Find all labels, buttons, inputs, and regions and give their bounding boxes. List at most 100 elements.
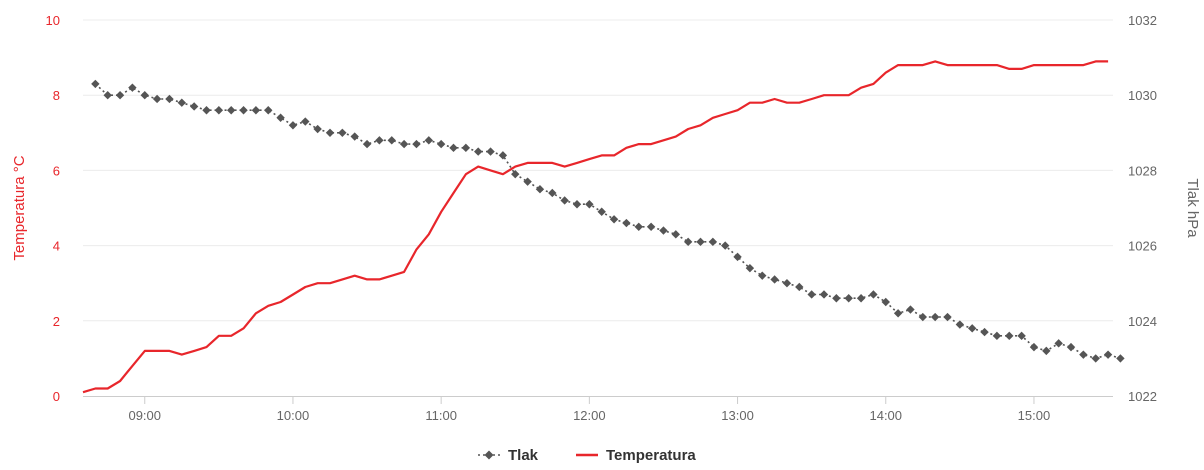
x-tick-label: 10:00 <box>277 408 310 423</box>
data-point <box>498 151 508 160</box>
series-temperatura <box>82 60 1109 394</box>
data-point <box>115 91 125 100</box>
series-line-temperatura <box>82 60 1109 394</box>
data-point <box>597 207 606 216</box>
x-tick-label: 09:00 <box>128 408 161 423</box>
data-point <box>733 252 742 262</box>
data-point <box>313 124 322 134</box>
data-point <box>683 237 693 247</box>
data-point <box>214 106 224 115</box>
data-point <box>819 290 829 299</box>
data-point <box>424 136 434 145</box>
data-point <box>325 128 335 137</box>
data-point <box>387 136 396 145</box>
data-point <box>350 132 359 141</box>
legend-item-temperatura[interactable]: Temperatura <box>576 447 696 464</box>
data-point <box>1029 342 1039 352</box>
data-point <box>227 106 236 115</box>
data-point <box>572 200 582 209</box>
data-point <box>239 106 248 115</box>
data-point <box>202 106 211 115</box>
y-right-tick-label: 1030 <box>1128 88 1157 103</box>
data-point <box>980 327 989 337</box>
data-point <box>671 230 681 239</box>
data-point <box>696 237 705 247</box>
legend-label: Temperatura <box>606 447 696 464</box>
data-point <box>1066 342 1076 352</box>
data-point <box>1042 346 1051 356</box>
series-tlak <box>91 79 1125 363</box>
data-point <box>128 83 137 92</box>
data-point <box>1017 331 1026 341</box>
x-tick-label: 15:00 <box>1018 408 1051 423</box>
data-point <box>844 294 853 303</box>
data-point <box>264 106 273 115</box>
data-point <box>968 324 977 333</box>
data-point <box>930 312 940 322</box>
data-point <box>585 200 594 209</box>
data-point <box>251 106 261 115</box>
data-point <box>708 237 718 247</box>
legend-label: Tlak <box>508 447 539 464</box>
data-point <box>548 188 557 198</box>
data-point <box>486 147 495 156</box>
y-left-tick-label: 10 <box>46 13 60 28</box>
data-point <box>375 136 384 145</box>
y-left-tick-label: 0 <box>53 389 60 404</box>
legend-marker <box>484 450 494 460</box>
data-point <box>918 312 928 322</box>
data-point <box>832 294 841 303</box>
data-point <box>869 290 878 299</box>
series-line-tlak <box>94 83 1121 360</box>
data-point <box>288 121 298 130</box>
data-point <box>893 309 903 318</box>
data-point <box>301 117 310 126</box>
data-point <box>535 185 545 194</box>
y-right-tick-label: 1028 <box>1128 163 1157 178</box>
data-point <box>646 222 656 231</box>
y-right-tick-label: 1026 <box>1128 239 1157 254</box>
data-point <box>189 102 199 111</box>
data-point <box>436 139 446 149</box>
series-layer <box>82 60 1125 394</box>
data-point <box>943 312 952 322</box>
y-right-tick-label: 1024 <box>1128 314 1157 329</box>
data-point <box>1054 339 1063 348</box>
data-point <box>449 143 458 153</box>
data-point <box>338 128 347 137</box>
data-point <box>399 139 409 149</box>
data-point <box>523 177 532 186</box>
y-left-tick-label: 6 <box>53 163 60 178</box>
axes-layer: 0 2 4 6 8 10 1022 1024 1026 1028 1030 1032 09:00 10:0… <box>11 13 1201 423</box>
data-point <box>745 263 755 273</box>
y-left-tick-label: 2 <box>53 314 60 329</box>
data-point <box>881 297 890 307</box>
data-point <box>758 271 767 280</box>
data-point <box>1103 350 1113 359</box>
data-point <box>140 91 149 100</box>
data-point <box>721 241 730 250</box>
data-point <box>276 113 285 122</box>
data-point <box>91 79 100 89</box>
y-right-axis-title: Tlak hPa <box>1184 178 1201 238</box>
data-point <box>856 294 866 303</box>
data-point <box>461 143 471 153</box>
data-point <box>362 139 372 149</box>
legend-item-tlak[interactable]: Tlak <box>478 447 539 464</box>
data-point <box>770 275 779 284</box>
data-point <box>474 147 483 156</box>
data-point <box>412 139 421 149</box>
y-right-tick-label: 1022 <box>1128 389 1157 404</box>
data-point <box>1091 354 1100 363</box>
data-point <box>634 222 643 231</box>
legend[interactable]: Tlak Temperatura <box>478 447 696 464</box>
data-point <box>955 320 965 329</box>
data-point <box>1005 331 1014 341</box>
data-point <box>165 94 174 104</box>
x-tick-label: 12:00 <box>573 408 606 423</box>
grid-layer <box>83 19 1113 322</box>
data-point <box>1079 350 1088 359</box>
x-tick-label: 14:00 <box>869 408 902 423</box>
data-point <box>807 290 816 299</box>
